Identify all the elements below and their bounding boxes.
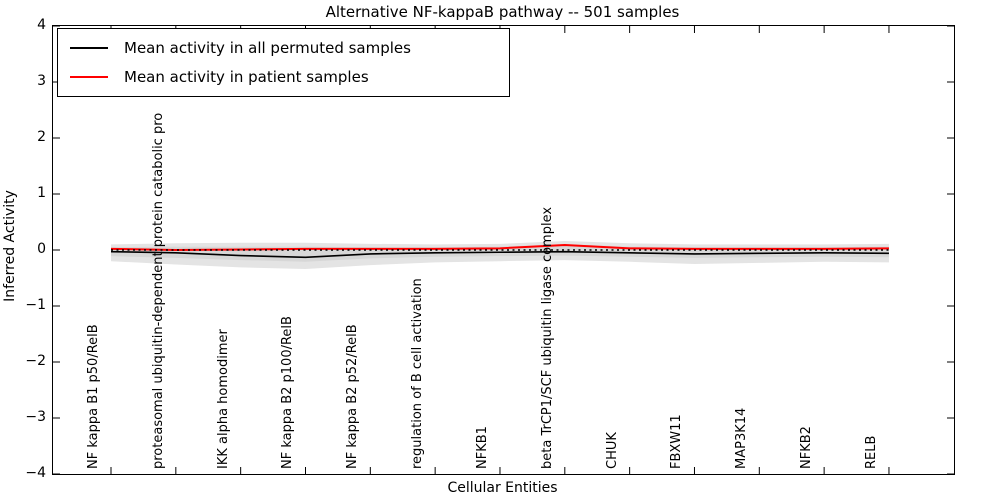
y-tick-label: −4	[25, 465, 46, 481]
y-tick-label: 4	[37, 17, 46, 33]
y-tick-label: 2	[37, 129, 46, 145]
series-line-1	[110, 243, 889, 252]
legend-line-sample-black	[70, 47, 108, 50]
plot-area	[52, 25, 955, 475]
chart-title: Alternative NF-kappaB pathway -- 501 sam…	[325, 3, 680, 21]
series-line-0	[110, 250, 889, 259]
legend-entry-permuted: Mean activity in all permuted samples	[70, 39, 509, 57]
plot-canvas	[53, 26, 954, 474]
legend-label: Mean activity in all permuted samples	[124, 39, 411, 58]
y-tick-label: −2	[25, 353, 46, 369]
y-tick-label: 1	[37, 185, 46, 201]
y-tick-label: −1	[25, 297, 46, 313]
y-tick-label: 3	[37, 73, 46, 89]
x-axis-label: Cellular Entities	[447, 480, 558, 496]
legend-line-sample-red	[70, 75, 108, 78]
legend-entry-patient: Mean activity in patient samples	[70, 68, 509, 86]
y-tick-label: −3	[25, 409, 46, 425]
y-tick-label: 0	[37, 241, 46, 257]
legend: Mean activity in all permuted samples Me…	[57, 28, 510, 97]
legend-label: Mean activity in patient samples	[124, 67, 369, 86]
